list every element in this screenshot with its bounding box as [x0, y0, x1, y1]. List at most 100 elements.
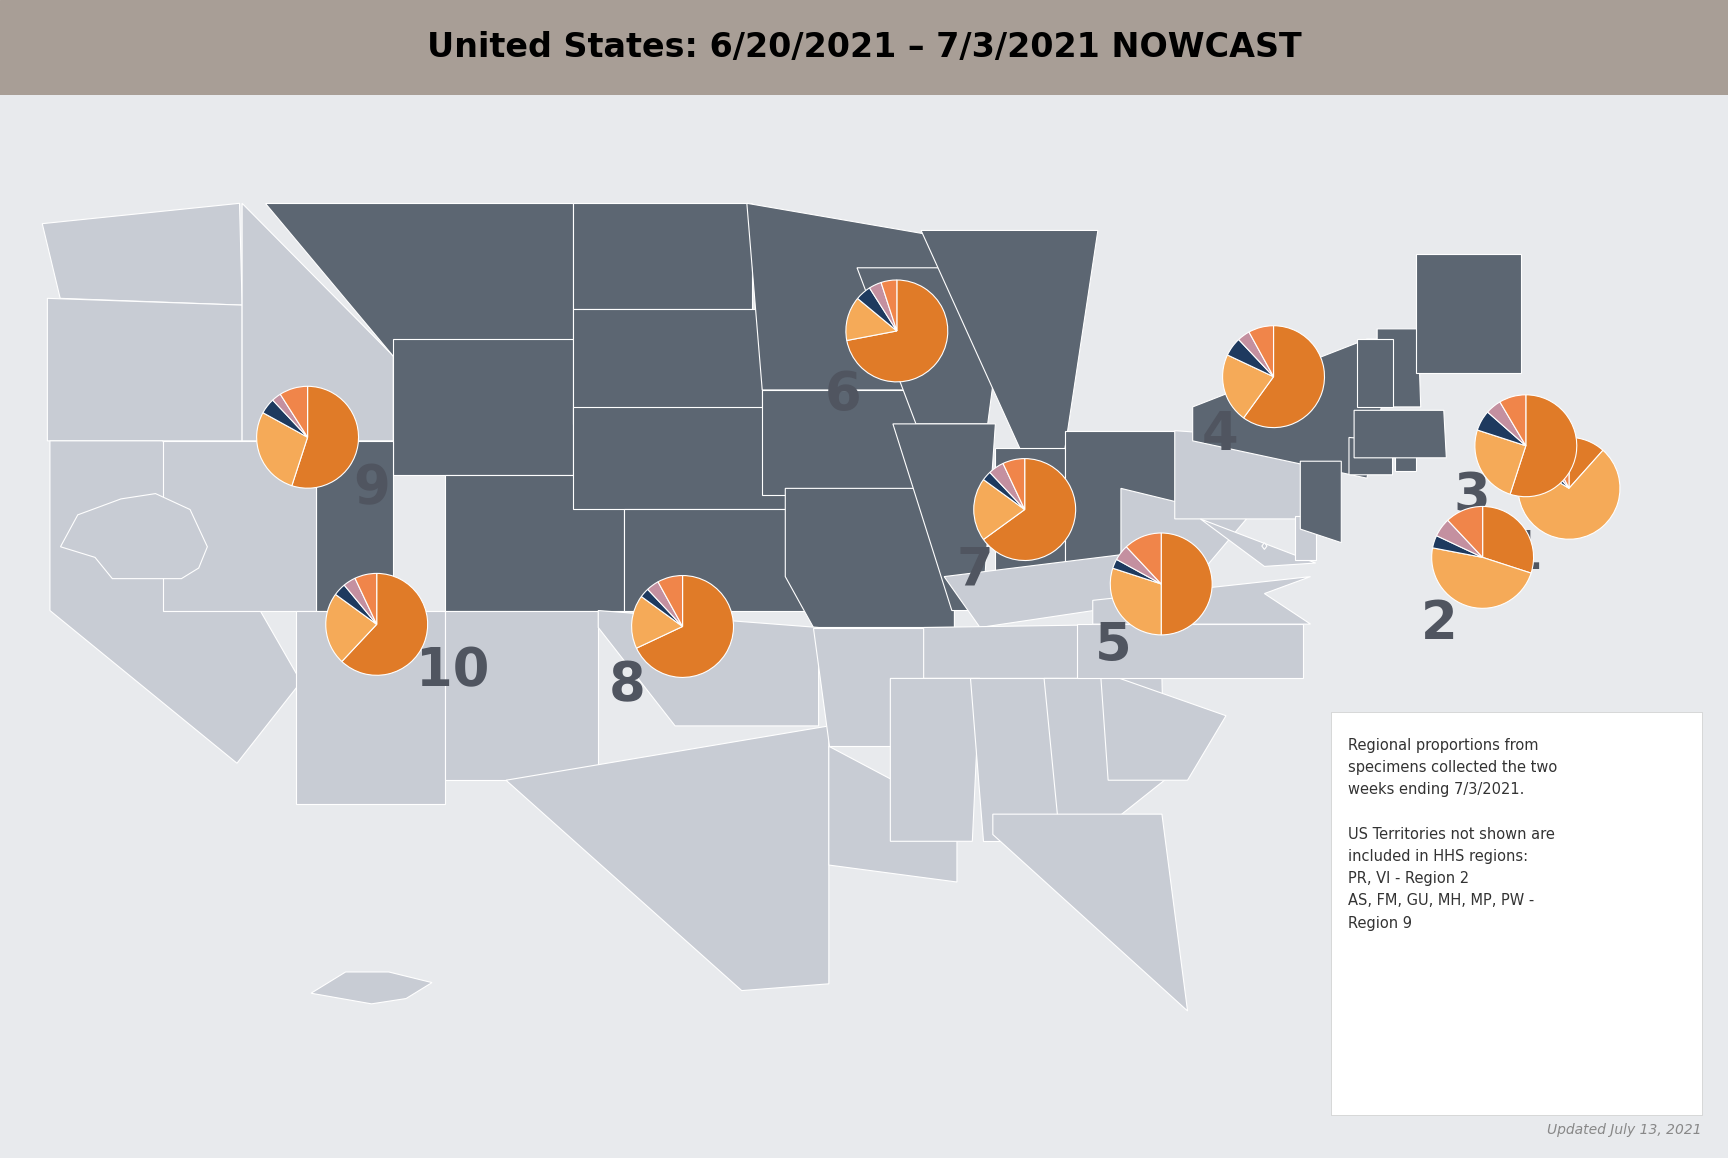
Polygon shape — [316, 441, 394, 610]
Wedge shape — [327, 594, 377, 661]
Text: 8: 8 — [608, 659, 646, 711]
Polygon shape — [47, 299, 242, 441]
Wedge shape — [1223, 356, 1274, 418]
Polygon shape — [943, 552, 1139, 628]
Text: 9: 9 — [353, 462, 391, 514]
Polygon shape — [924, 624, 1147, 679]
Wedge shape — [280, 387, 308, 438]
Polygon shape — [1415, 255, 1521, 373]
Wedge shape — [658, 576, 683, 626]
Polygon shape — [746, 204, 943, 390]
Text: United States: 6/20/2021 – 7/3/2021 NOWCAST: United States: 6/20/2021 – 7/3/2021 NOWC… — [427, 31, 1301, 64]
Wedge shape — [344, 578, 377, 624]
Polygon shape — [1064, 431, 1175, 563]
Polygon shape — [814, 628, 942, 746]
Polygon shape — [1296, 515, 1315, 559]
Wedge shape — [869, 283, 897, 331]
Wedge shape — [1127, 533, 1161, 584]
Polygon shape — [572, 204, 752, 308]
Wedge shape — [1510, 395, 1576, 497]
Text: 10: 10 — [416, 645, 489, 697]
Wedge shape — [273, 394, 308, 438]
Polygon shape — [1355, 410, 1446, 457]
Polygon shape — [394, 339, 572, 475]
Wedge shape — [975, 479, 1025, 540]
Wedge shape — [1500, 395, 1526, 446]
Polygon shape — [994, 814, 1187, 1011]
Polygon shape — [1377, 329, 1420, 406]
Polygon shape — [598, 610, 819, 726]
Wedge shape — [1519, 450, 1619, 540]
Polygon shape — [995, 448, 1064, 584]
Wedge shape — [1476, 430, 1526, 494]
Wedge shape — [648, 581, 683, 626]
Wedge shape — [1239, 332, 1274, 376]
Wedge shape — [1547, 438, 1569, 489]
Wedge shape — [1448, 506, 1483, 557]
Polygon shape — [1299, 461, 1341, 543]
Text: 2: 2 — [1420, 599, 1458, 651]
Polygon shape — [162, 441, 316, 610]
Polygon shape — [444, 610, 598, 780]
Text: 4: 4 — [1201, 409, 1239, 461]
Wedge shape — [1436, 520, 1483, 557]
Text: 7: 7 — [956, 544, 994, 596]
Wedge shape — [1536, 442, 1569, 489]
Polygon shape — [857, 267, 1007, 424]
Polygon shape — [1356, 339, 1393, 406]
Wedge shape — [257, 412, 308, 485]
Polygon shape — [506, 726, 829, 990]
Polygon shape — [1175, 431, 1324, 519]
Polygon shape — [1044, 679, 1165, 862]
Wedge shape — [1116, 547, 1161, 584]
Wedge shape — [857, 288, 897, 331]
Wedge shape — [847, 280, 947, 382]
Wedge shape — [1477, 412, 1526, 446]
Polygon shape — [829, 746, 957, 882]
Bar — [1331, 711, 1702, 1115]
Polygon shape — [295, 610, 444, 804]
Polygon shape — [572, 406, 795, 508]
Text: Regional proportions from
specimens collected the two
weeks ending 7/3/2021.

US: Regional proportions from specimens coll… — [1348, 738, 1557, 931]
Polygon shape — [264, 204, 572, 356]
Polygon shape — [1077, 624, 1303, 679]
Polygon shape — [242, 204, 394, 441]
Polygon shape — [1121, 489, 1246, 603]
Polygon shape — [1201, 519, 1315, 566]
Wedge shape — [990, 463, 1025, 510]
Wedge shape — [1111, 569, 1161, 635]
Text: 3: 3 — [1453, 471, 1491, 522]
Wedge shape — [342, 573, 427, 675]
Polygon shape — [921, 230, 1097, 450]
Wedge shape — [1433, 548, 1531, 608]
Wedge shape — [335, 585, 377, 624]
Wedge shape — [983, 459, 1075, 560]
Wedge shape — [292, 387, 358, 489]
Wedge shape — [1569, 438, 1604, 489]
Wedge shape — [1002, 459, 1025, 510]
Polygon shape — [785, 489, 954, 628]
Polygon shape — [41, 204, 242, 305]
Polygon shape — [1394, 441, 1415, 471]
Polygon shape — [1101, 672, 1225, 780]
Polygon shape — [311, 972, 432, 1004]
Text: 1: 1 — [1505, 528, 1543, 580]
Polygon shape — [1192, 339, 1394, 478]
Polygon shape — [893, 424, 995, 610]
Wedge shape — [1483, 506, 1533, 573]
Wedge shape — [847, 299, 897, 340]
Polygon shape — [1261, 543, 1267, 549]
Wedge shape — [632, 596, 683, 648]
Wedge shape — [1433, 536, 1483, 557]
Wedge shape — [1244, 325, 1324, 427]
Polygon shape — [60, 493, 207, 579]
Text: Updated July 13, 2021: Updated July 13, 2021 — [1548, 1123, 1702, 1137]
Wedge shape — [1249, 325, 1274, 376]
Wedge shape — [1113, 559, 1161, 584]
Polygon shape — [1092, 577, 1310, 624]
Polygon shape — [890, 679, 980, 842]
Wedge shape — [983, 472, 1025, 510]
Wedge shape — [1227, 339, 1274, 376]
Polygon shape — [969, 679, 1059, 842]
Polygon shape — [50, 441, 301, 763]
